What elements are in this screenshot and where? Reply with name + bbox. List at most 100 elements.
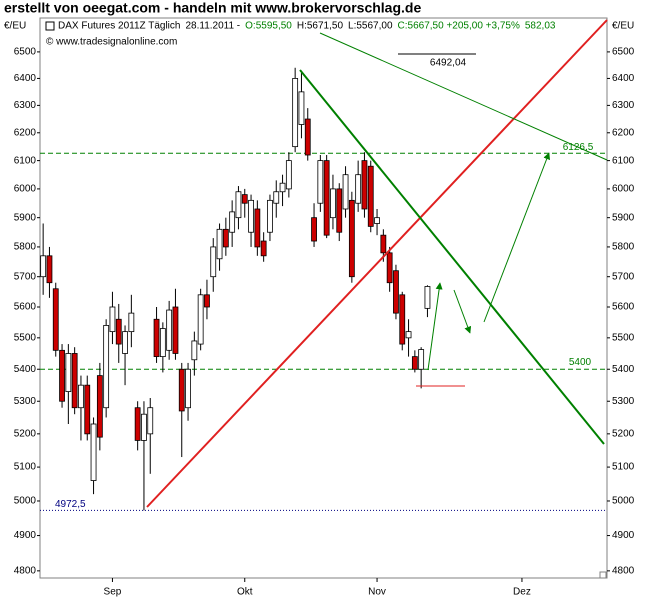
header-text: 582,03: [525, 21, 556, 32]
y-tick-label: 5100: [14, 462, 37, 473]
y-tick-label: 5800: [612, 242, 635, 253]
candle-body: [185, 368, 191, 409]
candle-body: [52, 288, 59, 351]
candle-body: [399, 294, 406, 345]
candle-body: [304, 118, 311, 156]
header-text: L:5567,00: [348, 21, 393, 32]
candle-body: [103, 325, 110, 409]
y-tick-label: 5100: [612, 462, 635, 473]
y-tick-label: 5400: [612, 364, 635, 375]
candle-body: [267, 199, 273, 233]
y-tick-label: 6200: [14, 127, 37, 138]
candle-body: [405, 331, 412, 339]
y-tick-label: 6500: [14, 47, 37, 58]
y-tick-label: 5600: [14, 302, 37, 313]
candle-body: [248, 199, 254, 233]
arrow: [453, 289, 472, 334]
candle-body: [348, 199, 355, 278]
trend-line-up: [146, 19, 608, 508]
candle-body: [292, 78, 299, 148]
candle-body: [336, 188, 343, 233]
candle-body: [254, 208, 261, 248]
y-tick-label: 4800: [14, 565, 37, 576]
plot: 6492,046126,554004972,5: [40, 53, 607, 511]
candle-body: [78, 384, 84, 409]
candle-body: [323, 160, 330, 236]
y-tick-label: 5500: [14, 332, 37, 343]
y-tick-label: 6300: [612, 100, 635, 111]
y-tick-label: 6400: [14, 73, 37, 84]
candle-body: [260, 240, 267, 257]
header-text: 28.11.2011 -: [185, 21, 240, 32]
candle-body: [84, 384, 91, 435]
y-tick-label: 5200: [14, 428, 37, 439]
trend-line-down: [299, 69, 605, 445]
y-tick-label: 6100: [14, 155, 37, 166]
y-tick-label: 5900: [14, 212, 37, 223]
candle-body: [197, 294, 204, 345]
source: © www.tradesignalonline.com: [46, 37, 177, 48]
candle-body: [128, 312, 135, 333]
candle-body: [159, 328, 166, 358]
candle-body: [216, 228, 223, 260]
candle-body: [90, 423, 97, 481]
candle-body: [374, 217, 380, 224]
candle-body: [210, 246, 217, 278]
x-tick-label: Dez: [513, 587, 531, 598]
candle-body: [96, 375, 103, 438]
candle-body: [115, 318, 122, 345]
candle-body: [235, 191, 242, 219]
header: DAX Futures 2011Z Täglich 28.11.2011 - O:5…: [58, 21, 556, 32]
candle-body: [65, 353, 72, 392]
candle-body: [166, 309, 173, 351]
candle-body: [386, 252, 393, 284]
candle-body: [330, 188, 336, 219]
header-text: C:5667,50 +205,00 +3,75%: [398, 21, 520, 32]
x-tick-label: Sep: [104, 587, 122, 598]
corner-box: [599, 571, 607, 579]
y-tick-label: 5700: [612, 271, 635, 282]
candle-body: [134, 407, 141, 441]
y-tick-label: 6300: [14, 100, 37, 111]
candle-body: [191, 340, 198, 361]
candle-body: [204, 294, 210, 308]
header-text: O:5595,50: [245, 21, 292, 32]
candle-body: [367, 165, 374, 227]
candle-body: [411, 356, 418, 370]
y-tick-label: 5600: [612, 302, 635, 313]
candle-body: [424, 286, 431, 309]
candle-body: [172, 306, 179, 354]
y-tick-label: 6000: [612, 184, 635, 195]
candle-body: [279, 182, 286, 193]
candle-body: [285, 160, 292, 190]
candle-body: [342, 174, 349, 210]
y-tick-label: 5500: [612, 332, 635, 343]
candle-body: [298, 91, 305, 125]
arrow: [427, 282, 443, 371]
candle-body: [418, 349, 425, 370]
level-label: 6492,04: [430, 58, 467, 69]
level-label: 5400: [569, 357, 592, 368]
arrow: [483, 152, 551, 323]
y-tick-label: 6100: [612, 155, 635, 166]
y-unit-right: €/EU: [612, 21, 634, 32]
y-unit-left: €/EU: [4, 21, 26, 32]
candle-body: [153, 318, 160, 358]
y-tick-label: 5000: [14, 496, 37, 507]
plot-frame: [39, 17, 608, 579]
header-text: H:5671,50: [297, 21, 344, 32]
candle-body: [241, 194, 248, 204]
candle-body: [361, 160, 368, 210]
candle-body: [71, 353, 78, 409]
y-tick-label: 6200: [612, 127, 635, 138]
y-tick-label: 4900: [612, 530, 635, 541]
x-tick-label: Nov: [368, 587, 386, 598]
candle-body: [147, 407, 154, 435]
y-tick-label: 5700: [14, 271, 37, 282]
y-tick-label: 6000: [14, 184, 37, 195]
candle-body: [311, 217, 317, 242]
candle-body: [393, 270, 399, 314]
x-tick-label: Okt: [237, 587, 253, 598]
candle-body: [273, 191, 280, 204]
